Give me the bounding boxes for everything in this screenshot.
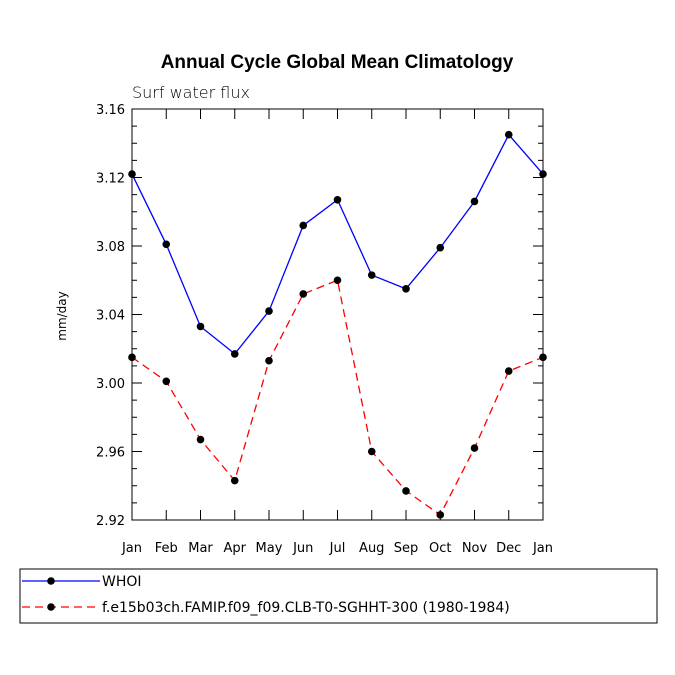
series-0-point	[299, 221, 308, 230]
series-0-point	[402, 285, 410, 293]
x-tick-label: Sep	[394, 541, 419, 556]
series-0-point	[265, 307, 273, 315]
legend-box	[19, 568, 658, 624]
y-tick-label: 3.00	[96, 377, 125, 392]
series-1-point	[367, 447, 376, 456]
y-tick-label: 2.96	[96, 446, 125, 461]
series-1-point	[436, 511, 445, 519]
x-tick-label: Jun	[292, 541, 313, 556]
series-line-0	[131, 133, 544, 355]
chart-subtitle: Surf water flux	[132, 83, 250, 102]
series-0-point	[367, 271, 376, 279]
x-tick-label: May	[256, 541, 283, 556]
x-tick-label: Oct	[429, 541, 451, 556]
series-0-point	[333, 195, 342, 204]
series-1-point	[333, 276, 342, 285]
axis-ticks	[131, 108, 544, 521]
series-0-point	[162, 240, 171, 249]
series-0-point	[230, 350, 239, 358]
x-tick-label: Aug	[359, 541, 384, 556]
x-tick-label: Nov	[462, 541, 488, 556]
y-tick-label: 3.16	[96, 103, 125, 118]
series-1-point	[162, 377, 171, 386]
series-1-point	[299, 290, 308, 298]
legend-label-whoi: WHOI	[102, 574, 142, 590]
series-1-point	[196, 435, 205, 444]
chart-title: Annual Cycle Global Mean Climatology	[161, 52, 514, 73]
series-0-point	[196, 322, 205, 331]
series-1-point	[470, 444, 479, 452]
x-tick-label: Mar	[188, 541, 213, 556]
series-0-point	[504, 130, 513, 139]
x-tick-label: Jan	[532, 541, 553, 556]
y-axis-label: mm/day	[55, 291, 69, 341]
series-layer	[128, 130, 547, 519]
series-line-1	[131, 279, 544, 516]
x-tick-label: Feb	[155, 541, 178, 556]
plot-frame	[131, 108, 544, 521]
y-tick-label: 2.92	[96, 514, 125, 529]
legend-marker-whoi	[47, 577, 55, 585]
x-tick-label: Jul	[329, 541, 346, 556]
y-tick-labels: 2.92 2.96 3.00 3.04 3.08 3.12 3.16	[96, 103, 125, 529]
y-tick-label: 3.04	[96, 309, 125, 324]
x-tick-label: Dec	[496, 541, 521, 556]
y-tick-label: 3.12	[96, 172, 125, 187]
series-0-point	[128, 170, 136, 178]
legend: WHOI f.e15b03ch.FAMIP.f09_f09.CLB-T0-SGH…	[19, 568, 658, 624]
series-1-point	[128, 353, 136, 362]
legend-marker-model	[47, 603, 55, 611]
series-1-point	[539, 353, 547, 362]
x-tick-labels: Jan Feb Mar Apr May Jun Jul Aug Sep Oct Nov Dec Jan	[121, 541, 553, 556]
legend-label-model: f.e15b03ch.FAMIP.f09_f09.CLB-T0-SGHHT-30…	[102, 600, 510, 616]
y-tick-label: 3.08	[96, 240, 125, 255]
series-1-point	[402, 487, 410, 495]
x-tick-label: Jan	[121, 541, 142, 556]
series-0-point	[539, 170, 547, 178]
series-1-point	[230, 476, 239, 485]
series-1-point	[265, 356, 273, 365]
series-1-point	[504, 367, 513, 375]
series-0-point	[470, 197, 479, 206]
series-0-point	[436, 243, 445, 252]
x-tick-label: Apr	[224, 541, 247, 556]
